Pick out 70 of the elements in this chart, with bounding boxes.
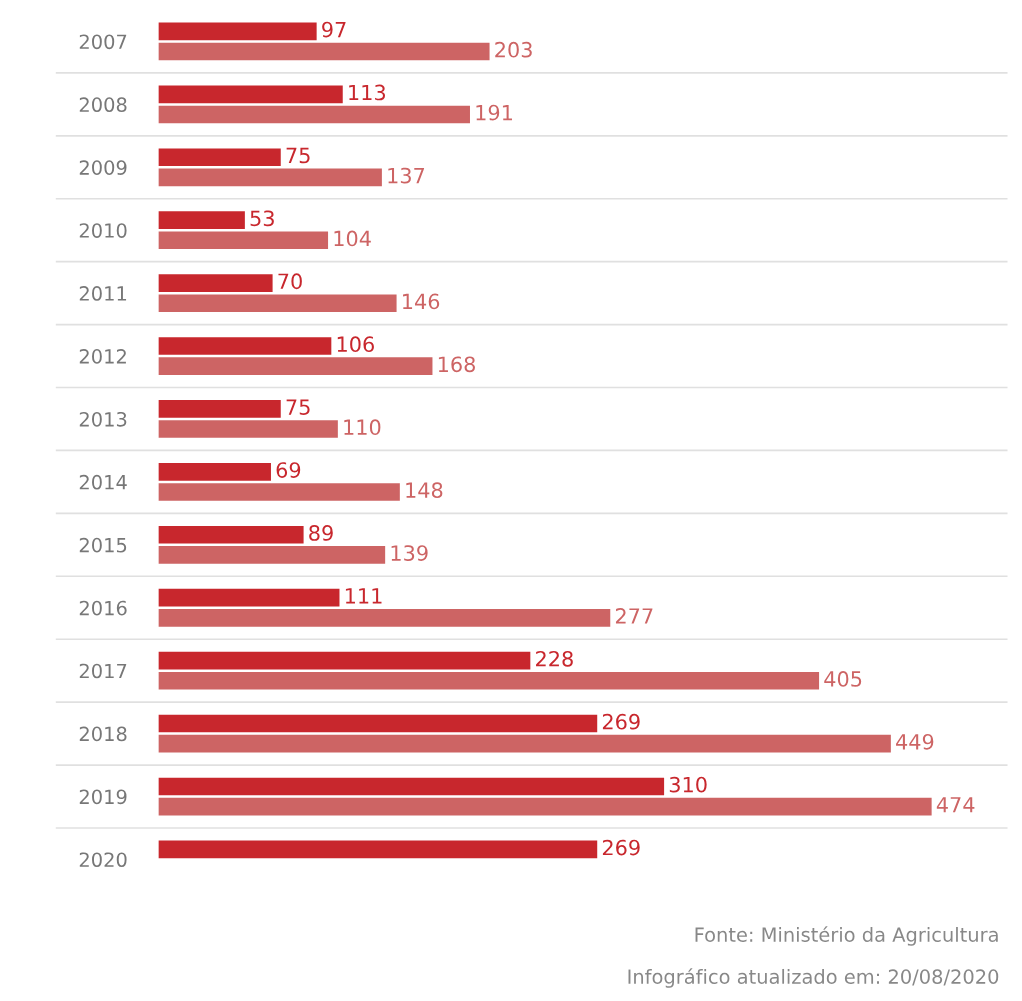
bar xyxy=(158,85,343,104)
bar xyxy=(158,840,598,859)
data-label: 110 xyxy=(344,419,381,436)
data-label: 104 xyxy=(334,230,371,247)
data-label: 75 xyxy=(286,147,310,164)
bar xyxy=(158,231,329,250)
data-label: 146 xyxy=(403,293,440,310)
data-label: 148 xyxy=(406,482,443,499)
data-label: 69 xyxy=(276,462,301,478)
data-label: 277 xyxy=(615,608,653,624)
y-tick-label: 2014 xyxy=(79,474,127,490)
bar xyxy=(158,148,281,167)
data-label: 70 xyxy=(278,273,302,290)
data-label: 474 xyxy=(936,797,975,813)
data-label: 405 xyxy=(824,671,862,687)
bar xyxy=(158,420,338,438)
y-tick-label: 2015 xyxy=(79,537,127,553)
data-label: 97 xyxy=(322,21,346,38)
y-tick-label: 2012 xyxy=(79,349,126,364)
data-label: 449 xyxy=(896,733,934,750)
bar xyxy=(158,463,271,481)
bar xyxy=(158,400,281,418)
bar xyxy=(158,588,340,607)
data-label: 168 xyxy=(438,356,475,373)
data-label: 228 xyxy=(536,650,573,667)
data-label: 89 xyxy=(309,525,333,541)
bar xyxy=(158,168,382,187)
data-label: 75 xyxy=(286,399,310,415)
bar xyxy=(158,22,317,41)
bar xyxy=(158,609,611,627)
y-tick-label: 2008 xyxy=(79,97,127,113)
bar xyxy=(158,42,490,61)
y-tick-label: 2019 xyxy=(79,789,127,805)
bar xyxy=(158,734,891,753)
data-label: 310 xyxy=(669,776,707,793)
data-label: 203 xyxy=(495,41,532,58)
bar xyxy=(158,357,433,375)
y-tick-label: 2007 xyxy=(79,34,127,50)
data-label: 137 xyxy=(388,167,425,184)
bar xyxy=(158,671,820,690)
y-tick-label: 2013 xyxy=(79,411,127,427)
bar xyxy=(158,714,598,733)
bar xyxy=(158,274,273,292)
bar xyxy=(158,105,470,124)
data-label: 269 xyxy=(602,713,640,730)
bar xyxy=(158,294,397,313)
y-tick-label: 2020 xyxy=(79,852,127,868)
data-label: 113 xyxy=(349,84,385,101)
bar xyxy=(158,211,245,229)
source-note: Fonte: Ministério da Agricultura xyxy=(695,926,998,946)
bar xyxy=(158,525,304,544)
y-tick-label: 2011 xyxy=(79,286,127,301)
bar xyxy=(158,797,932,816)
y-tick-label: 2016 xyxy=(79,600,127,616)
y-tick-label: 2018 xyxy=(79,726,127,742)
text: Infográfico atualizado em: 20/08/2020 xyxy=(628,968,999,988)
data-label: 111 xyxy=(345,588,382,604)
data-label: 53 xyxy=(250,210,274,227)
y-tick-label: 2017 xyxy=(79,663,127,679)
bar xyxy=(158,483,400,501)
data-label: 139 xyxy=(391,545,428,561)
y-tick-label: 2009 xyxy=(79,160,127,175)
bar xyxy=(158,777,665,796)
bar xyxy=(158,337,332,355)
data-label: 269 xyxy=(602,839,640,856)
data-label: 191 xyxy=(476,104,512,121)
bar xyxy=(158,651,531,670)
y-tick-label: 2010 xyxy=(79,223,127,238)
data-label: 106 xyxy=(337,336,374,353)
bar xyxy=(158,546,386,564)
